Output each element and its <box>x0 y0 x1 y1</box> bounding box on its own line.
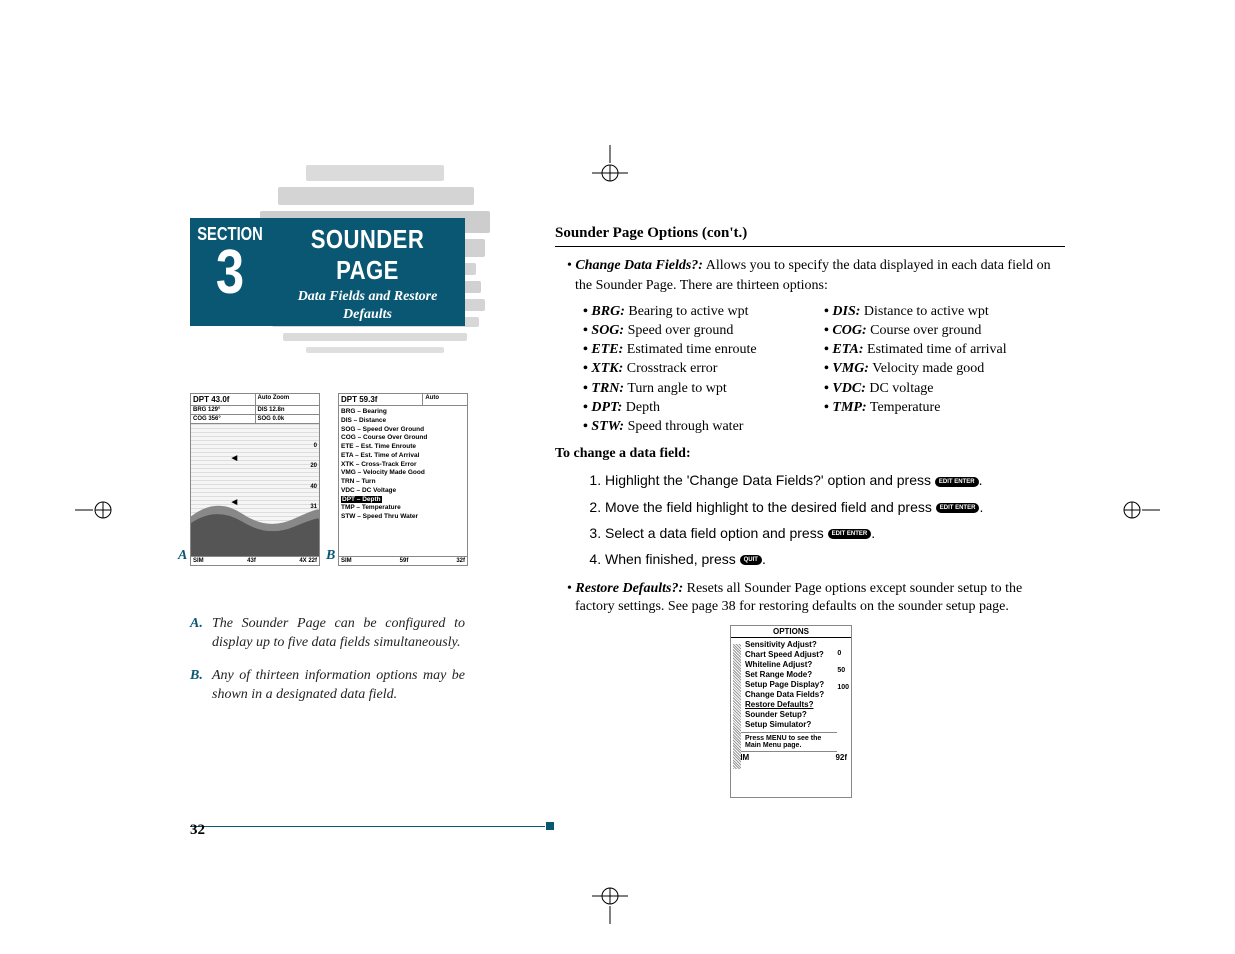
data-field-options: BRG: Bearing to active wptSOG: Speed ove… <box>555 303 1065 437</box>
content-column: Sounder Page Options (con't.) Change Dat… <box>555 224 1065 617</box>
crop-mark-right <box>1120 495 1160 525</box>
page-number: 32 <box>190 822 205 839</box>
crop-mark-bottom <box>580 884 640 924</box>
footer-rule <box>190 826 545 827</box>
footer-square <box>546 822 554 830</box>
label-a: A <box>178 548 187 564</box>
steps-list: Highlight the 'Change Data Fields?' opti… <box>555 471 1065 568</box>
change-fields-label: Change Data Fields?: <box>575 258 703 273</box>
note-b: Any of thirteen information options may … <box>212 667 465 705</box>
restore-defaults-label: Restore Defaults?: <box>575 581 683 596</box>
crop-mark-top <box>580 145 640 185</box>
section-title: SOUNDER PAGE <box>285 224 451 286</box>
section-subtitle-1: Data Fields and Restore <box>298 289 438 304</box>
crop-mark-left <box>75 495 115 525</box>
section-subtitle-2: Defaults <box>343 307 392 322</box>
section-header: SECTION 3 SOUNDER PAGE Data Fields and R… <box>190 218 465 326</box>
label-b: B <box>326 548 335 564</box>
screenshot-options-menu: OPTIONS Sensitivity Adjust? Chart Speed … <box>730 625 852 798</box>
section-heading: Sounder Page Options (con't.) <box>555 224 1065 247</box>
screenshot-b: DPT 59.3f Auto BRG – Bearing DIS – Dista… <box>338 393 468 566</box>
steps-heading: To change a data field: <box>555 445 1065 463</box>
section-number: 3 <box>197 245 263 301</box>
note-a: The Sounder Page can be configured to di… <box>212 615 465 653</box>
screenshot-a: DPT 43.0f Auto Zoom BRG 129° DIS 12.8n C… <box>190 393 320 566</box>
notes: A. The Sounder Page can be configured to… <box>190 615 465 719</box>
